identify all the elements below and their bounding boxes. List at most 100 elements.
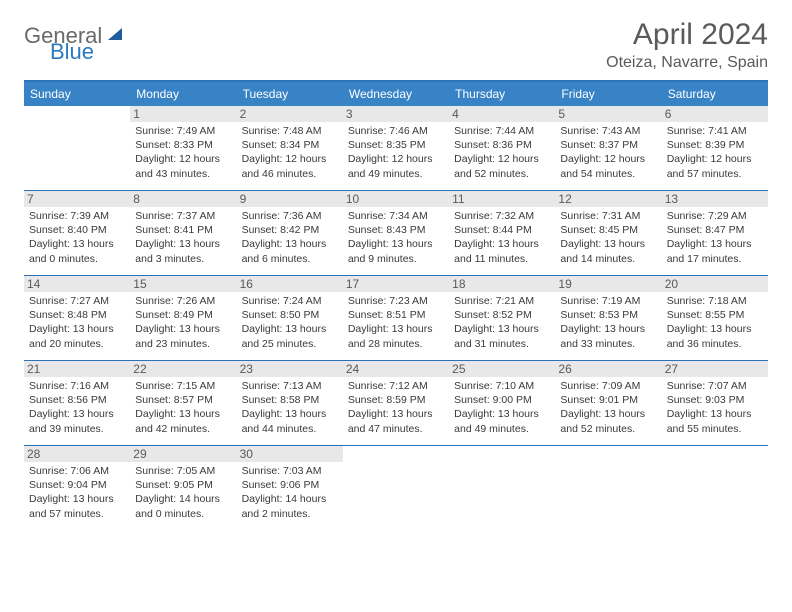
sunset: Sunset: 8:44 PM (454, 223, 550, 237)
day-info: Sunrise: 7:10 AMSunset: 9:00 PMDaylight:… (454, 379, 550, 436)
sunrise: Sunrise: 7:24 AM (242, 294, 338, 308)
day-number: 21 (24, 361, 130, 377)
daylight: Daylight: 13 hours and 9 minutes. (348, 237, 444, 265)
day-number: 23 (237, 361, 343, 377)
day-info: Sunrise: 7:46 AMSunset: 8:35 PMDaylight:… (348, 124, 444, 181)
day-cell: 2Sunrise: 7:48 AMSunset: 8:34 PMDaylight… (237, 106, 343, 190)
day-number: 7 (24, 191, 130, 207)
sunrise: Sunrise: 7:15 AM (135, 379, 231, 393)
daylight: Daylight: 14 hours and 2 minutes. (242, 492, 338, 520)
sunrise: Sunrise: 7:43 AM (560, 124, 656, 138)
day-number: 13 (662, 191, 768, 207)
daylight: Daylight: 13 hours and 3 minutes. (135, 237, 231, 265)
day-cell (555, 446, 661, 530)
dow-sunday: Sunday (24, 82, 130, 106)
daylight: Daylight: 13 hours and 44 minutes. (242, 407, 338, 435)
sunrise: Sunrise: 7:05 AM (135, 464, 231, 478)
day-number: 29 (130, 446, 236, 462)
sunrise: Sunrise: 7:29 AM (667, 209, 763, 223)
dow-friday: Friday (555, 82, 661, 106)
day-number: 30 (237, 446, 343, 462)
day-info: Sunrise: 7:23 AMSunset: 8:51 PMDaylight:… (348, 294, 444, 351)
day-info: Sunrise: 7:19 AMSunset: 8:53 PMDaylight:… (560, 294, 656, 351)
daylight: Daylight: 13 hours and 20 minutes. (29, 322, 125, 350)
day-cell: 5 Sunrise: 7:43 AMSunset: 8:37 PMDaylight… (555, 106, 661, 190)
day-info: Sunrise: 7:49 AMSunset: 8:33 PMDaylight:… (135, 124, 231, 181)
day-cell: 14Sunrise: 7:27 AMSunset: 8:48 PMDayligh… (24, 276, 130, 360)
day-cell: 16Sunrise: 7:24 AMSunset: 8:50 PMDayligh… (237, 276, 343, 360)
day-info: Sunrise: 7:29 AMSunset: 8:47 PMDaylight:… (667, 209, 763, 266)
day-info: Sunrise: 7:05 AMSunset: 9:05 PMDaylight:… (135, 464, 231, 521)
sunset: Sunset: 8:40 PM (29, 223, 125, 237)
sunset: Sunset: 8:57 PM (135, 393, 231, 407)
sunset: Sunset: 8:48 PM (29, 308, 125, 322)
sunrise: Sunrise: 7:06 AM (29, 464, 125, 478)
day-info: Sunrise: 7:03 AMSunset: 9:06 PMDaylight:… (242, 464, 338, 521)
sunset: Sunset: 8:42 PM (242, 223, 338, 237)
day-cell: 13 Sunrise: 7:29 AMSunset: 8:47 PMDayligh… (662, 191, 768, 275)
daylight: Daylight: 12 hours and 52 minutes. (454, 152, 550, 180)
day-info: Sunrise: 7:44 AMSunset: 8:36 PMDaylight:… (454, 124, 550, 181)
day-number: 22 (130, 361, 236, 377)
daylight: Daylight: 13 hours and 42 minutes. (135, 407, 231, 435)
title-block: April 2024 Oteiza, Navarre, Spain (606, 18, 768, 72)
calendar: Sunday Monday Tuesday Wednesday Thursday… (24, 80, 768, 530)
sunset: Sunset: 8:45 PM (560, 223, 656, 237)
sunrise: Sunrise: 7:26 AM (135, 294, 231, 308)
day-number: 18 (449, 276, 555, 292)
daylight: Daylight: 12 hours and 57 minutes. (667, 152, 763, 180)
daylight: Daylight: 14 hours and 0 minutes. (135, 492, 231, 520)
daylight: Daylight: 13 hours and 28 minutes. (348, 322, 444, 350)
daylight: Daylight: 13 hours and 57 minutes. (29, 492, 125, 520)
day-number: 28 (24, 446, 130, 462)
week-row: 28 Sunrise: 7:06 AMSunset: 9:04 PMDayligh… (24, 446, 768, 530)
sunset: Sunset: 9:06 PM (242, 478, 338, 492)
daylight: Daylight: 13 hours and 55 minutes. (667, 407, 763, 435)
day-info: Sunrise: 7:21 AMSunset: 8:52 PMDaylight:… (454, 294, 550, 351)
day-number: 9 (237, 191, 343, 207)
sunset: Sunset: 8:50 PM (242, 308, 338, 322)
sunset: Sunset: 8:41 PM (135, 223, 231, 237)
day-cell: 25Sunrise: 7:10 AMSunset: 9:00 PMDayligh… (449, 361, 555, 445)
sunset: Sunset: 9:00 PM (454, 393, 550, 407)
weeks-container: 1Sunrise: 7:49 AMSunset: 8:33 PMDaylight… (24, 106, 768, 530)
sunrise: Sunrise: 7:39 AM (29, 209, 125, 223)
day-number: 27 (662, 361, 768, 377)
sunset: Sunset: 8:33 PM (135, 138, 231, 152)
sunrise: Sunrise: 7:49 AM (135, 124, 231, 138)
day-cell: 21 Sunrise: 7:16 AMSunset: 8:56 PMDayligh… (24, 361, 130, 445)
day-number: 2 (237, 106, 343, 122)
day-info: Sunrise: 7:41 AMSunset: 8:39 PMDaylight:… (667, 124, 763, 181)
day-cell (343, 446, 449, 530)
day-info: Sunrise: 7:16 AMSunset: 8:56 PMDaylight:… (29, 379, 125, 436)
daylight: Daylight: 13 hours and 31 minutes. (454, 322, 550, 350)
day-number: 12 (555, 191, 661, 207)
sunrise: Sunrise: 7:16 AM (29, 379, 125, 393)
day-number: 20 (662, 276, 768, 292)
day-number: 3 (343, 106, 449, 122)
day-cell: 29 Sunrise: 7:05 AMSunset: 9:05 PMDayligh… (130, 446, 236, 530)
sunrise: Sunrise: 7:13 AM (242, 379, 338, 393)
sunset: Sunset: 8:59 PM (348, 393, 444, 407)
day-number: 17 (343, 276, 449, 292)
sunrise: Sunrise: 7:37 AM (135, 209, 231, 223)
dow-saturday: Saturday (662, 82, 768, 106)
day-number: 5 (555, 106, 661, 122)
sunset: Sunset: 8:55 PM (667, 308, 763, 322)
daylight: Daylight: 13 hours and 14 minutes. (560, 237, 656, 265)
sunrise: Sunrise: 7:46 AM (348, 124, 444, 138)
week-row: 21 Sunrise: 7:16 AMSunset: 8:56 PMDayligh… (24, 361, 768, 446)
logo-text: General Blue (24, 26, 102, 62)
sunset: Sunset: 8:51 PM (348, 308, 444, 322)
day-info: Sunrise: 7:06 AMSunset: 9:04 PMDaylight:… (29, 464, 125, 521)
day-info: Sunrise: 7:32 AMSunset: 8:44 PMDaylight:… (454, 209, 550, 266)
daylight: Daylight: 12 hours and 49 minutes. (348, 152, 444, 180)
logo: General Blue (24, 26, 122, 62)
sunset: Sunset: 8:49 PM (135, 308, 231, 322)
sunrise: Sunrise: 7:18 AM (667, 294, 763, 308)
day-cell: 6Sunrise: 7:41 AMSunset: 8:39 PMDaylight… (662, 106, 768, 190)
day-cell: 3 Sunrise: 7:46 AMSunset: 8:35 PMDaylight… (343, 106, 449, 190)
sunrise: Sunrise: 7:34 AM (348, 209, 444, 223)
day-cell: 11Sunrise: 7:32 AMSunset: 8:44 PMDayligh… (449, 191, 555, 275)
day-info: Sunrise: 7:43 AMSunset: 8:37 PMDaylight:… (560, 124, 656, 181)
